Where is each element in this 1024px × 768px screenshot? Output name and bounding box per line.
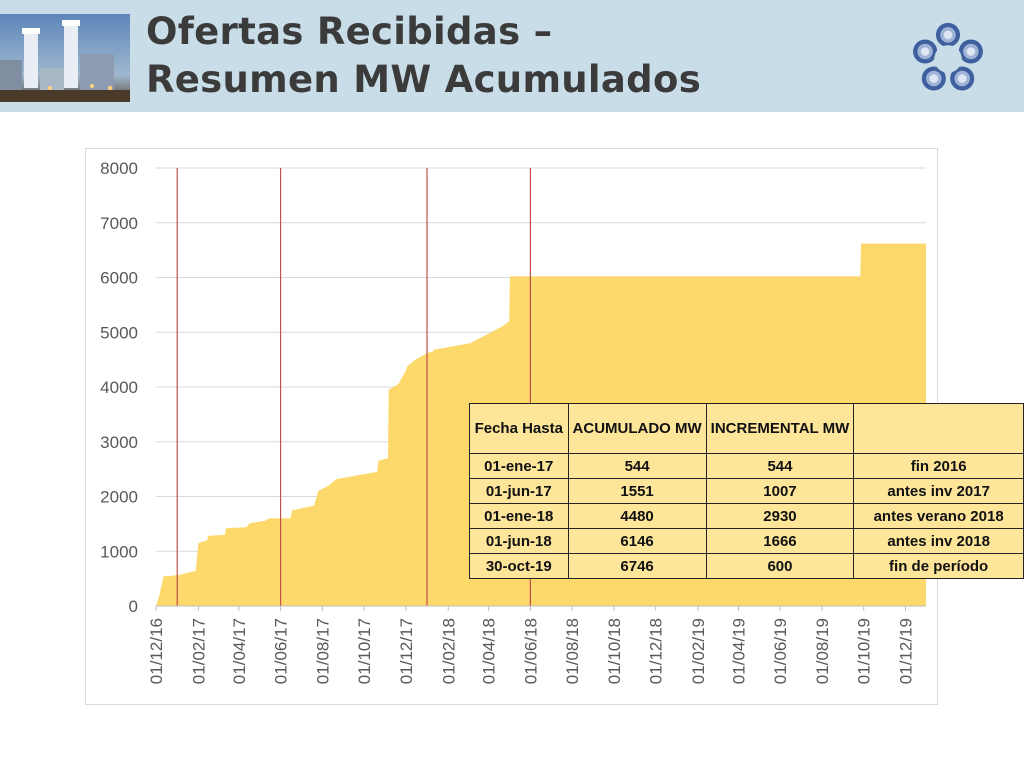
header-incremental: INCREMENTAL MW <box>705 403 855 454</box>
power-plant-photo <box>0 14 130 102</box>
cell-incremental: 1007 <box>705 478 855 504</box>
cell-incremental: 2930 <box>705 503 855 529</box>
summary-table: Fecha Hasta ACUMULADO MW INCREMENTAL MW … <box>469 403 1024 579</box>
header-note <box>853 403 1024 454</box>
cell-acumulado: 1551 <box>567 478 707 504</box>
x-tick-label: 01/02/19 <box>689 618 708 684</box>
cell-incremental: 600 <box>705 553 855 579</box>
x-tick-label: 01/10/19 <box>855 618 874 684</box>
y-tick-label: 2000 <box>100 488 138 507</box>
x-tick-label: 01/10/17 <box>355 618 374 684</box>
logo-lobe <box>957 74 967 83</box>
cell-fecha: 01-ene-18 <box>469 503 569 529</box>
x-tick-label: 01/10/18 <box>605 618 624 684</box>
y-tick-label: 7000 <box>100 214 138 233</box>
logo-lobe <box>966 47 976 56</box>
cell-acumulado: 6146 <box>567 528 707 554</box>
table-row: 01-jun-18 6146 1666 antes inv 2018 <box>469 528 1024 554</box>
logo-lobe <box>943 30 953 40</box>
y-tick-label: 1000 <box>100 542 138 561</box>
x-tick-label: 01/02/17 <box>189 618 208 684</box>
cell-fecha: 01-ene-17 <box>469 453 569 479</box>
y-tick-label: 0 <box>129 597 138 616</box>
cell-note: antes inv 2017 <box>853 478 1024 504</box>
table-row: 01-ene-18 4480 2930 antes verano 2018 <box>469 503 1024 529</box>
cell-fecha: 30-oct-19 <box>469 553 569 579</box>
title-line-1: Ofertas Recibidas – <box>146 10 553 53</box>
star-logo-icon <box>913 22 983 91</box>
x-tick-label: 01/12/18 <box>647 618 666 684</box>
cell-acumulado: 6746 <box>567 553 707 579</box>
header-acumulado: ACUMULADO MW <box>567 403 707 454</box>
y-tick-label: 4000 <box>100 378 138 397</box>
x-tick-label: 01/06/18 <box>521 618 540 684</box>
y-tick-label: 5000 <box>100 323 138 342</box>
x-tick-label: 01/12/19 <box>897 618 916 684</box>
cell-note: fin de período <box>853 553 1024 579</box>
page-title: Ofertas Recibidas – Resumen MW Acumulado… <box>146 8 701 104</box>
table-header-row: Fecha Hasta ACUMULADO MW INCREMENTAL MW <box>469 403 1024 454</box>
y-tick-label: 6000 <box>100 269 138 288</box>
logo-lobe <box>920 47 930 56</box>
x-tick-label: 01/08/17 <box>313 618 332 684</box>
x-tick-label: 01/06/19 <box>771 618 790 684</box>
x-tick-label: 01/04/17 <box>230 618 249 684</box>
x-tick-label: 01/02/18 <box>439 618 458 684</box>
cell-incremental: 1666 <box>705 528 855 554</box>
x-tick-label: 01/06/17 <box>272 618 291 684</box>
x-tick-label: 01/08/19 <box>813 618 832 684</box>
logo-center <box>934 45 962 73</box>
y-tick-label: 8000 <box>100 159 138 178</box>
table-row: 30-oct-19 6746 600 fin de período <box>469 553 1024 579</box>
header-banner: Ofertas Recibidas – Resumen MW Acumulado… <box>0 0 1024 112</box>
x-tick-label: 01/12/16 <box>147 618 166 684</box>
cell-note: antes inv 2018 <box>853 528 1024 554</box>
x-tick-label: 01/08/18 <box>563 618 582 684</box>
y-tick-label: 3000 <box>100 433 138 452</box>
x-tick-label: 01/12/17 <box>397 618 416 684</box>
logo-lobe <box>929 74 939 83</box>
x-tick-label: 01/04/18 <box>480 618 499 684</box>
table-row: 01-ene-17 544 544 fin 2016 <box>469 453 1024 479</box>
cell-acumulado: 544 <box>567 453 707 479</box>
x-tick-label: 01/04/19 <box>730 618 749 684</box>
cell-note: antes verano 2018 <box>853 503 1024 529</box>
cell-note: fin 2016 <box>853 453 1024 479</box>
header-fecha: Fecha Hasta <box>469 403 569 454</box>
cell-incremental: 544 <box>705 453 855 479</box>
cell-fecha: 01-jun-18 <box>469 528 569 554</box>
cell-acumulado: 4480 <box>567 503 707 529</box>
title-line-2: Resumen MW Acumulados <box>146 58 702 101</box>
cell-fecha: 01-jun-17 <box>469 478 569 504</box>
table-row: 01-jun-17 1551 1007 antes inv 2017 <box>469 478 1024 504</box>
